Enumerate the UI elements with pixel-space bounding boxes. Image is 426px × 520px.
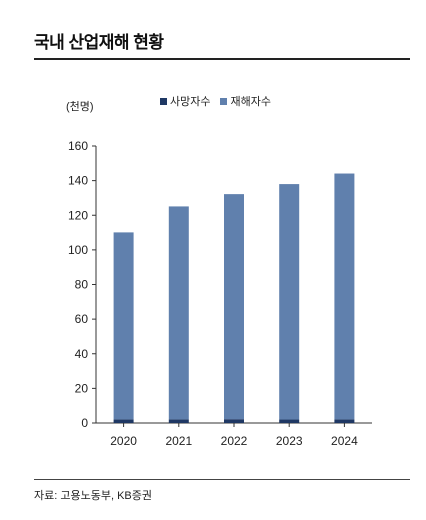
bar-injured — [279, 184, 300, 420]
x-tick-label: 2021 — [165, 434, 192, 448]
bar-deaths — [113, 419, 134, 423]
bar-injured — [224, 194, 244, 420]
y-tick-label: 140 — [68, 174, 88, 188]
source-note: 자료: 고용노동부, KB증권 — [34, 490, 152, 502]
y-tick-label: 160 — [68, 139, 88, 153]
y-tick-label: 0 — [81, 416, 88, 430]
legend-item-injured: 재해자수 — [220, 93, 271, 109]
y-tick-label: 20 — [75, 381, 89, 395]
title-divider — [34, 58, 410, 60]
chart-title: 국내 산업재해 현황 — [34, 33, 164, 52]
y-tick-label: 120 — [68, 208, 88, 222]
bar-injured — [334, 173, 355, 420]
x-tick-label: 2022 — [221, 434, 248, 448]
bar-deaths — [334, 419, 355, 423]
y-tick-label: 100 — [68, 243, 88, 257]
bar-deaths — [224, 419, 244, 423]
x-tick-label: 2020 — [110, 434, 137, 448]
bar-deaths — [279, 419, 300, 423]
legend-swatch-deaths — [160, 97, 167, 105]
y-axis-unit: (천명) — [66, 101, 94, 113]
y-tick-label: 60 — [75, 312, 89, 326]
bar-injured — [168, 206, 189, 420]
legend-label-injured: 재해자수 — [230, 96, 271, 108]
x-tick-label: 2024 — [331, 434, 358, 448]
source-divider — [34, 479, 410, 480]
legend-label-deaths: 사망자수 — [170, 96, 211, 108]
bar-injured — [113, 232, 134, 420]
y-tick-label: 80 — [75, 278, 89, 292]
legend: 사망자수 재해자수 — [160, 93, 271, 109]
x-tick-label: 2023 — [276, 434, 303, 448]
legend-swatch-injured — [220, 97, 228, 105]
bar-deaths — [168, 419, 189, 423]
y-tick-label: 40 — [75, 347, 89, 361]
legend-item-deaths: 사망자수 — [160, 93, 210, 109]
